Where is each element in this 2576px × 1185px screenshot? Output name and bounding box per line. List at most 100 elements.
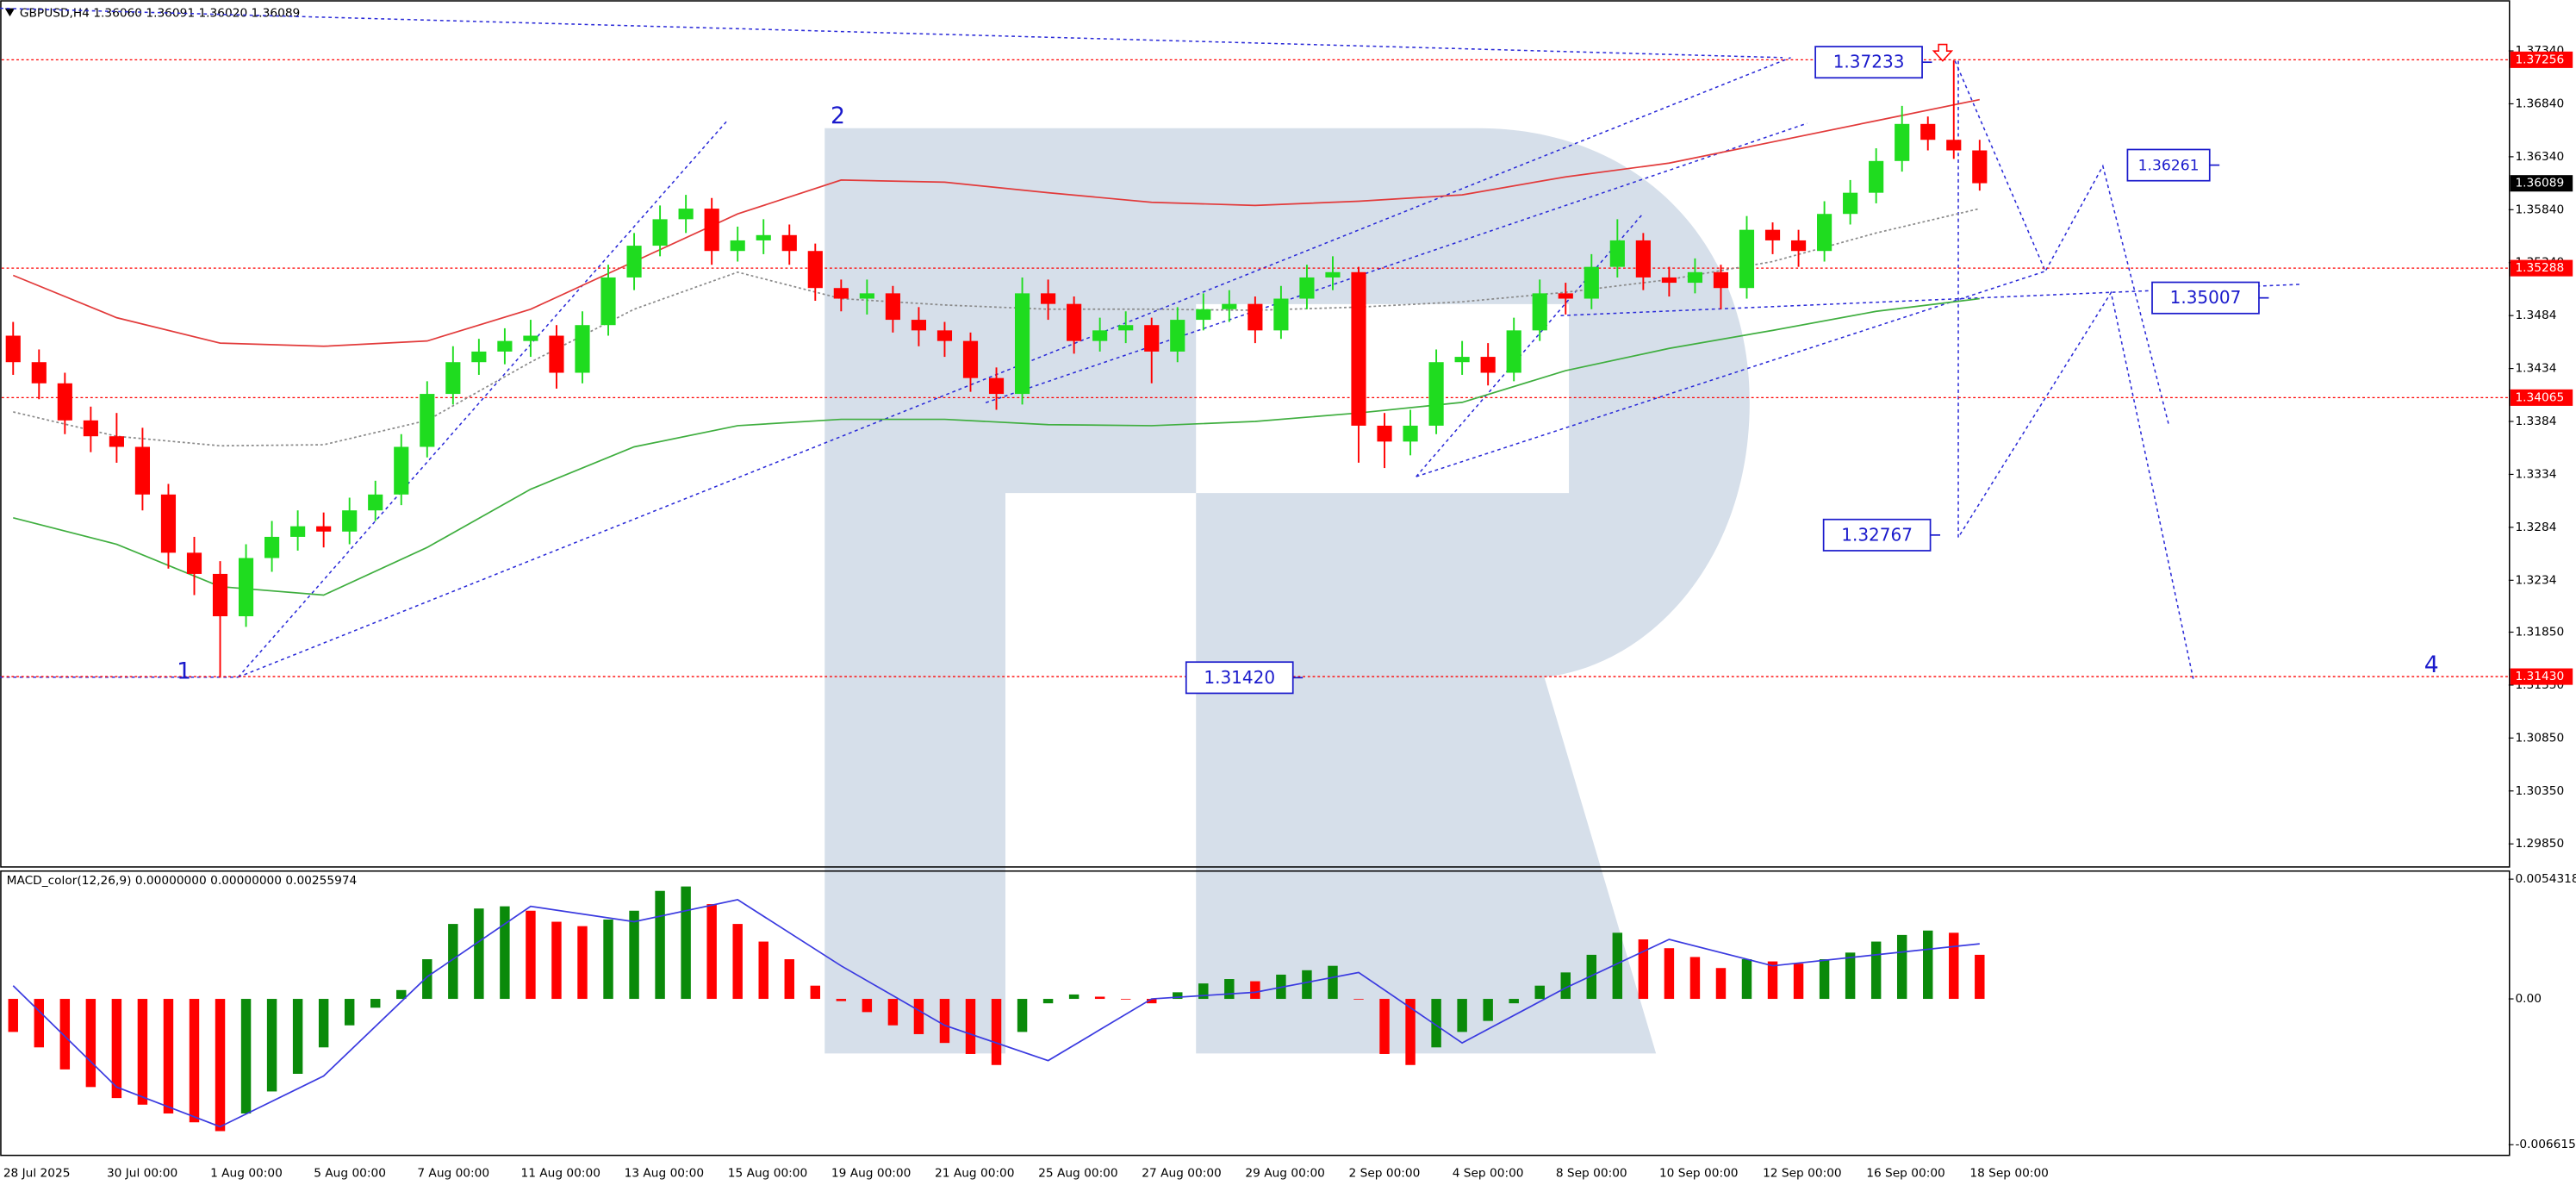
- y-tick-label: 1.3334: [2515, 467, 2556, 481]
- candle-body: [1118, 325, 1134, 331]
- candle-body: [523, 335, 538, 341]
- candle-body: [962, 340, 979, 378]
- price-annotation-box: [2126, 148, 2211, 182]
- candle-body: [1170, 320, 1185, 352]
- macd-bar: [1819, 959, 1830, 1000]
- candle-body: [368, 494, 383, 511]
- y-tick-label: 1.3384: [2515, 415, 2556, 428]
- x-tick-label: 1 Aug 00:00: [210, 1167, 283, 1181]
- macd-bar: [1664, 948, 1675, 1000]
- candle-body: [756, 234, 771, 240]
- macd-bar: [629, 910, 639, 1000]
- wave-label: 1: [177, 658, 191, 684]
- macd-bar: [111, 999, 122, 1099]
- macd-bar: [681, 886, 691, 1000]
- candle-body: [678, 209, 694, 220]
- candle-body: [1454, 357, 1470, 363]
- price-annotation: 1.36261: [2138, 158, 2200, 175]
- wave-label: 4: [2424, 652, 2439, 678]
- macd-bar: [1975, 954, 1985, 1000]
- x-tick-label: 27 Aug 00:00: [1142, 1167, 1222, 1181]
- macd-bar: [577, 926, 588, 1000]
- y-tick-label: 1.36840: [2515, 97, 2564, 110]
- macd-bar: [1949, 932, 1959, 1000]
- current-price-tag: [2510, 175, 2573, 192]
- candle-body: [885, 293, 900, 321]
- macd-bar: [1379, 999, 1390, 1054]
- x-tick-label: 7 Aug 00:00: [417, 1167, 489, 1181]
- candle-body: [1739, 229, 1755, 289]
- y-tick-label: 1.3234: [2515, 573, 2556, 587]
- macd-bar: [1405, 999, 1416, 1065]
- macd-bar: [1612, 932, 1623, 1000]
- candle-body: [936, 330, 953, 341]
- macd-bar: [1120, 999, 1131, 1000]
- macd-bar: [59, 999, 71, 1070]
- macd-bar: [448, 924, 458, 1000]
- x-tick-label: 30 Jul 00:00: [107, 1167, 177, 1181]
- macd-bar: [603, 919, 613, 1000]
- macd-bar: [1353, 999, 1364, 1000]
- macd-bar: [1224, 979, 1235, 1000]
- candle-body: [1325, 271, 1341, 278]
- macd-bar: [1793, 964, 1804, 1000]
- forecast-path: [1954, 60, 2169, 425]
- macd-bar: [1923, 930, 1933, 1000]
- candle-body: [316, 526, 332, 532]
- trend-line: [985, 122, 1808, 403]
- macd-bar: [1042, 999, 1054, 1004]
- candle-body: [859, 293, 874, 299]
- macd-bar: [1560, 972, 1571, 1000]
- y-tick-label: 0.00: [2515, 992, 2542, 1006]
- moving-average: [13, 297, 1980, 596]
- macd-bar: [1689, 957, 1701, 1000]
- macd-bar: [1483, 999, 1493, 1021]
- macd-bar: [240, 999, 252, 1114]
- macd-bar: [1767, 961, 1778, 1000]
- x-tick-label: 19 Aug 00:00: [831, 1167, 912, 1181]
- macd-bar: [758, 941, 768, 1000]
- candle-body: [1014, 293, 1030, 395]
- macd-bar: [318, 999, 329, 1048]
- candle-body: [238, 558, 254, 617]
- price-annotation: 1.31420: [1204, 667, 1275, 688]
- candle-body: [626, 246, 642, 278]
- trend-line: [0, 7, 1783, 59]
- macd-bar: [292, 999, 303, 1074]
- candle-body: [988, 377, 1005, 395]
- candle-body: [1532, 293, 1547, 331]
- x-tick-label: 5 Aug 00:00: [314, 1167, 386, 1181]
- macd-bar: [706, 904, 717, 1000]
- macd-bar: [370, 999, 381, 1008]
- price-annotation-box: [1185, 661, 1294, 695]
- x-tick-label: 18 Sep 00:00: [1969, 1167, 2049, 1181]
- candle-body: [290, 526, 306, 537]
- macd-bar: [396, 989, 407, 1000]
- candle-body: [1299, 277, 1315, 299]
- trend-line: [238, 57, 1791, 678]
- candle-body: [420, 394, 435, 447]
- macd-bar: [1094, 996, 1105, 1000]
- moving-average: [13, 208, 1980, 447]
- candle-body: [445, 362, 461, 395]
- macd-bar: [1741, 959, 1752, 1000]
- y-tick-label: 1.3284: [2515, 521, 2556, 534]
- candle-body: [807, 251, 823, 289]
- candle-body: [497, 340, 513, 352]
- y-tick-label: 1.30350: [2515, 784, 2564, 798]
- price-level-tag: [2510, 389, 2573, 406]
- macd-bar: [137, 999, 148, 1105]
- menu-triangle[interactable]: [4, 8, 16, 17]
- macd-bar: [732, 924, 743, 1000]
- x-tick-label: 10 Sep 00:00: [1659, 1167, 1739, 1181]
- candle-body: [1403, 425, 1418, 442]
- macd-bar: [1198, 983, 1209, 1000]
- candle-body: [600, 277, 616, 326]
- candle-body: [1843, 192, 1858, 215]
- candle-body: [575, 325, 590, 373]
- price-level-label: 1.34065: [2515, 390, 2564, 404]
- macd-bar: [862, 999, 873, 1013]
- macd-bar: [422, 959, 432, 1000]
- candle-body: [1558, 293, 1573, 299]
